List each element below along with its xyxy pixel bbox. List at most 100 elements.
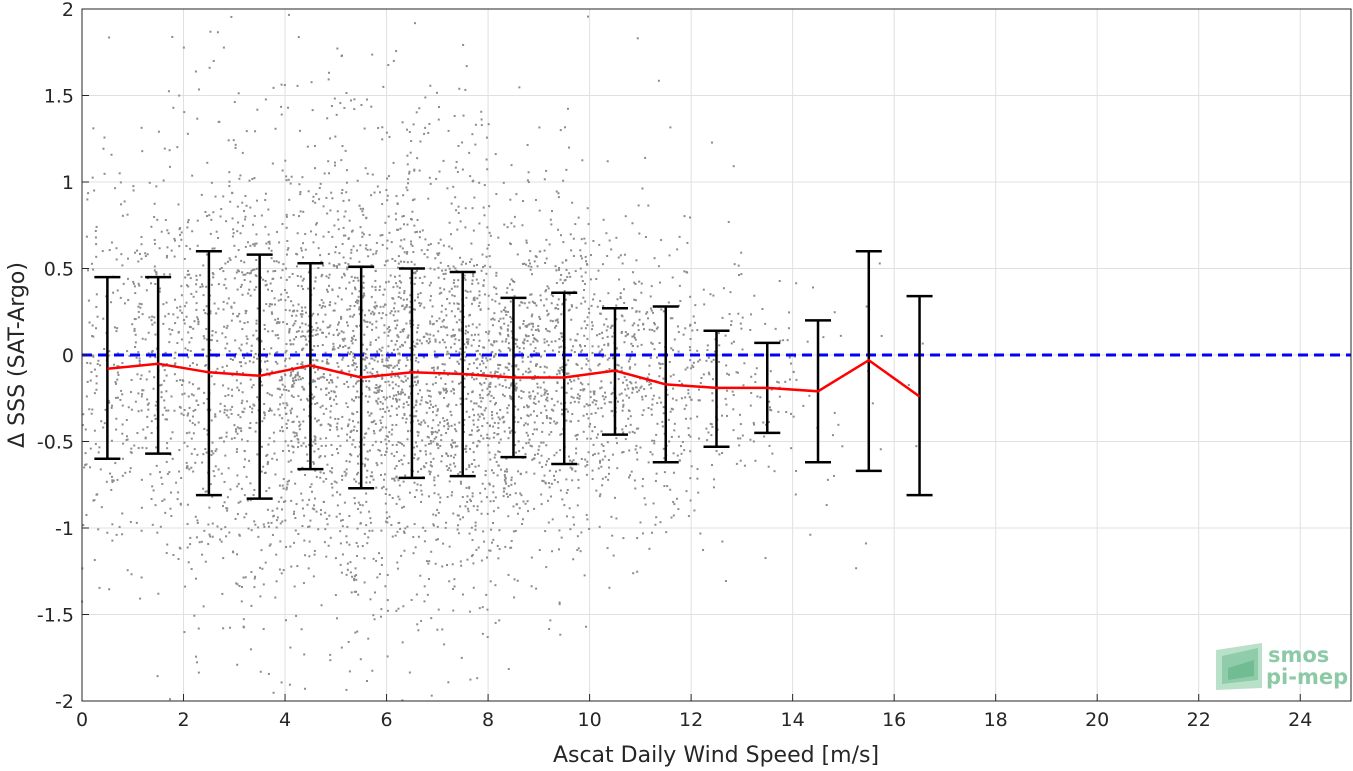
scatter-point [185,467,188,470]
scatter-point [315,475,318,478]
scatter-point [360,104,363,107]
scatter-point [572,558,575,561]
scatter-point [238,533,241,536]
scatter-point [579,381,582,384]
scatter-point [312,195,315,198]
scatter-point [507,342,510,345]
scatter-point [546,396,549,399]
scatter-point [384,281,387,284]
scatter-point [244,215,247,218]
scatter-point [653,348,656,351]
scatter-point [410,260,413,263]
scatter-point [398,286,401,289]
scatter-point [740,273,743,276]
scatter-point [429,452,432,455]
scatter-point [301,525,304,528]
scatter-point [507,310,510,313]
y-tick-label: 1.5 [44,86,74,108]
scatter-point [231,550,234,553]
scatter-point [97,528,100,531]
scatter-point [290,314,293,317]
scatter-point [340,192,343,195]
scatter-point [140,395,143,398]
scatter-point [430,694,433,697]
scatter-point [545,463,548,466]
scatter-point [374,279,377,282]
scatter-point [281,484,284,487]
scatter-point [267,233,270,236]
scatter-point [346,433,349,436]
scatter-point [269,543,272,546]
scatter-point [289,646,292,649]
scatter-point [557,228,560,231]
scatter-point [633,322,636,325]
scatter-point [755,367,758,370]
scatter-point [466,331,469,334]
scatter-point [408,491,411,494]
scatter-point [340,330,343,333]
scatter-point [375,250,378,253]
scatter-point [387,215,390,218]
scatter-point [502,317,505,320]
scatter-point [741,348,744,351]
scatter-point [523,424,526,427]
scatter-point [364,352,367,355]
scatter-point [470,400,473,403]
scatter-point [299,313,302,316]
scatter-point [379,285,382,288]
scatter-point [426,256,429,259]
scatter-point [454,370,457,373]
scatter-point [202,335,205,338]
scatter-point [395,400,398,403]
scatter-point [373,191,376,194]
scatter-point [336,266,339,269]
scatter-point [628,410,631,413]
scatter-point [243,450,246,453]
scatter-point [334,246,337,249]
scatter-point [533,421,536,424]
scatter-point [687,389,690,392]
scatter-point [564,259,567,262]
scatter-point [621,262,624,265]
scatter-point [574,470,577,473]
scatter-point [134,400,137,403]
scatter-point [661,362,664,365]
scatter-point [253,244,256,247]
scatter-point [711,392,714,395]
scatter-point [275,351,278,354]
scatter-point [459,220,462,223]
scatter-point [453,334,456,337]
scatter-point [94,229,97,232]
scatter-point [393,479,396,482]
scatter-point [591,478,594,481]
scatter-point [638,389,641,392]
scatter-point [618,278,621,281]
scatter-point [379,384,382,387]
scatter-point [287,13,290,16]
scatter-point [472,423,475,426]
scatter-point [292,451,295,454]
scatter-point [471,553,474,556]
scatter-point [204,210,207,213]
scatter-point [233,277,236,280]
scatter-point [249,271,252,274]
scatter-point [262,583,265,586]
scatter-point [255,338,258,341]
scatter-point [417,380,420,383]
scatter-point [297,441,300,444]
scatter-point [464,332,467,335]
scatter-point [237,92,240,95]
scatter-point [262,278,265,281]
scatter-point [391,381,394,384]
scatter-point [488,231,491,234]
scatter-point [302,335,305,338]
scatter-point [683,407,686,410]
scatter-point [750,313,753,316]
scatter-point [371,475,374,478]
scatter-point [382,305,385,308]
scatter-point [362,281,365,284]
scatter-point [128,470,131,473]
scatter-point [465,296,468,299]
scatter-point [324,444,327,447]
scatter-point [237,221,240,224]
